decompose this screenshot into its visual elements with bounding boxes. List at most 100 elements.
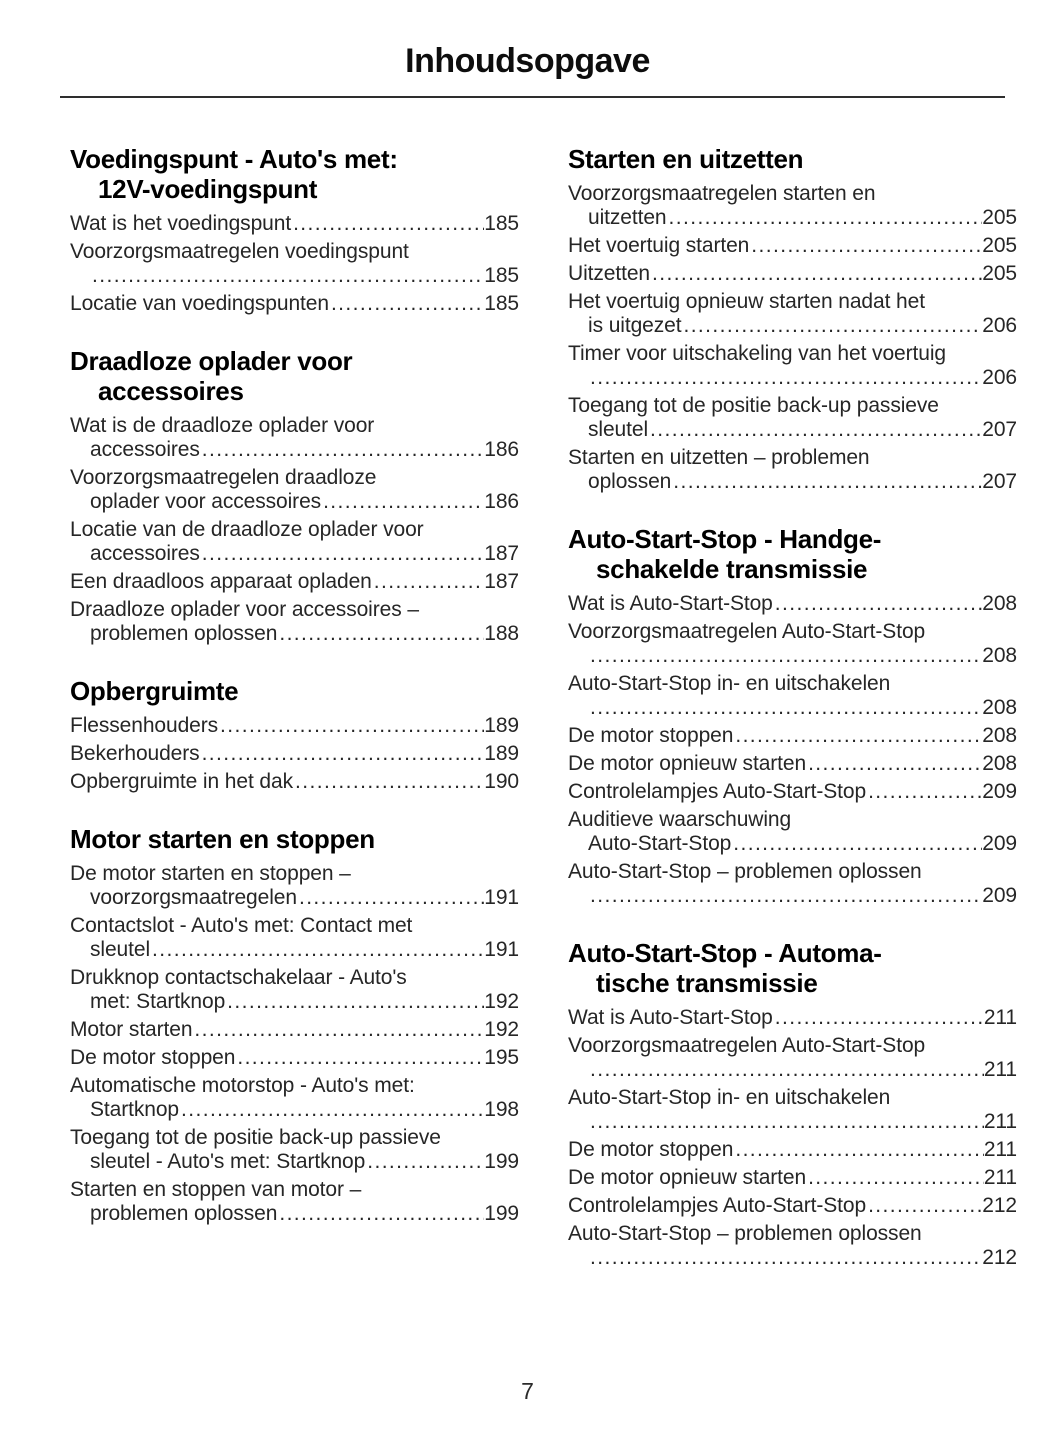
toc-entry[interactable]: Voorzorgsmaatregelen Auto-Start-Stop 208 xyxy=(568,620,1017,668)
toc-entry[interactable]: Het voertuig starten 205 xyxy=(568,234,1017,258)
toc-entry-leader-line: oplossen 207 xyxy=(568,470,1017,494)
toc-section: Opbergruimte Flessenhouders189 Bekerhouder… xyxy=(70,676,519,794)
toc-entry-leader-line: 212 xyxy=(568,1246,1017,1270)
toc-entry[interactable]: Locatie van de draadloze oplader voor acc… xyxy=(70,518,519,566)
toc-entry[interactable]: Voorzorgsmaatregelen voedingspunt 185 xyxy=(70,240,519,288)
toc-entry-title: De motor opnieuw starten xyxy=(568,1166,807,1189)
section-heading-line: Auto-Start-Stop - Handge- xyxy=(568,524,882,554)
toc-entry-page-number: 188 xyxy=(484,622,519,645)
toc-entry-title: problemen oplossen xyxy=(90,622,278,645)
dot-leader xyxy=(181,1098,484,1122)
toc-entry-leader-line: Flessenhouders 189 xyxy=(70,714,519,738)
toc-entry-title: Controlelampjes Auto-Start-Stop xyxy=(568,1194,867,1217)
dot-leader xyxy=(683,314,982,338)
toc-entry-page-number: 191 xyxy=(484,886,519,909)
toc-entry[interactable]: Starten en uitzetten – problemen oplossen… xyxy=(568,446,1017,494)
toc-entry-page-number: 199 xyxy=(484,1150,519,1173)
toc-entry-page-number: 211 xyxy=(983,1166,1017,1189)
toc-entry[interactable]: Voorzorgsmaatregelen draadloze oplader vo… xyxy=(70,466,519,514)
toc-entry[interactable]: Locatie van voedingspunten 185 xyxy=(70,292,519,316)
toc-entry[interactable]: Wat is het voedingspunt 185 xyxy=(70,212,519,236)
toc-entry[interactable]: Opbergruimte in het dak 190 xyxy=(70,770,519,794)
toc-entry-page-number: 187 xyxy=(484,570,519,593)
toc-entry-page-number: 185 xyxy=(484,264,519,287)
toc-entry[interactable]: Controlelampjes Auto-Start-Stop 209 xyxy=(568,780,1017,804)
toc-entry[interactable]: Motor starten 192 xyxy=(70,1018,519,1042)
toc-entry-page-number: 209 xyxy=(982,884,1017,907)
toc-column-left: Voedingspunt - Auto's met: 12V-voedingspu… xyxy=(70,144,519,1274)
section-heading: Motor starten en stoppen xyxy=(70,824,519,854)
toc-entry-page-number: 206 xyxy=(982,314,1017,337)
toc-entry[interactable]: De motor stoppen 195 xyxy=(70,1046,519,1070)
toc-entry[interactable]: De motor stoppen 211 xyxy=(568,1138,1017,1162)
toc-entry[interactable]: De motor opnieuw starten 208 xyxy=(568,752,1017,776)
toc-entry-text-line: Wat is de draadloze oplader voor xyxy=(70,414,375,437)
toc-entry-leader-line: problemen oplossen 188 xyxy=(70,622,519,646)
toc-entry[interactable]: Timer voor uitschakeling van het voertui… xyxy=(568,342,1017,390)
toc-entry[interactable]: Uitzetten 205 xyxy=(568,262,1017,286)
toc-entry[interactable]: Voorzorgsmaatregelen Auto-Start-Stop 211 xyxy=(568,1034,1017,1082)
toc-entry[interactable]: Draadloze oplader voor accessoires – prob… xyxy=(70,598,519,646)
toc-entry-text-line: Voorzorgsmaatregelen voedingspunt xyxy=(70,240,409,263)
toc-entry-page-number: 198 xyxy=(484,1098,519,1121)
toc-entry-page-number: 192 xyxy=(484,1018,519,1041)
toc-entry-page-number: 192 xyxy=(484,990,519,1013)
toc-entry-title: Uitzetten xyxy=(568,262,650,285)
toc-entry-page-number: 199 xyxy=(484,1202,519,1225)
toc-entry-page-number: 208 xyxy=(982,696,1017,719)
dot-leader xyxy=(868,780,982,804)
dot-leader xyxy=(374,570,485,594)
toc-entry[interactable]: Automatische motorstop - Auto's met: Star… xyxy=(70,1074,519,1122)
toc-entry-title: Flessenhouders xyxy=(70,714,219,737)
toc-entry[interactable]: Controlelampjes Auto-Start-Stop 212 xyxy=(568,1194,1017,1218)
toc-entry[interactable]: Contactslot - Auto's met: Contact met sle… xyxy=(70,914,519,962)
toc-entry[interactable]: De motor stoppen 208 xyxy=(568,724,1017,748)
toc-entry-title: De motor opnieuw starten xyxy=(568,752,807,775)
toc-entry-text-line: De motor starten en stoppen – xyxy=(70,862,351,885)
section-heading-line: 12V-voedingspunt xyxy=(98,174,318,204)
toc-entry[interactable]: De motor starten en stoppen – voorzorgsma… xyxy=(70,862,519,910)
toc-entry-text-line: Voorzorgsmaatregelen Auto-Start-Stop xyxy=(568,620,926,643)
toc-entry[interactable]: Wat is Auto-Start-Stop 208 xyxy=(568,592,1017,616)
toc-entry[interactable]: Het voertuig opnieuw starten nadat het is… xyxy=(568,290,1017,338)
toc-entry-title: Wat is het voedingspunt xyxy=(70,212,292,235)
toc-entry[interactable]: Drukknop contactschakelaar - Auto's met: … xyxy=(70,966,519,1014)
section-heading-line: schakelde transmissie xyxy=(596,554,868,584)
toc-entry-title: Startknop xyxy=(90,1098,179,1121)
dot-leader xyxy=(152,938,484,962)
toc-entry[interactable]: Starten en stoppen van motor – problemen … xyxy=(70,1178,519,1226)
toc-entry[interactable]: Auto-Start-Stop – problemen oplossen 209 xyxy=(568,860,1017,908)
toc-entry[interactable]: Toegang tot de positie back-up passieve s… xyxy=(70,1126,519,1174)
dot-leader xyxy=(202,542,484,566)
toc-entry-leader-line: Het voertuig starten 205 xyxy=(568,234,1017,258)
dot-leader xyxy=(92,264,484,288)
toc-entry-title: uitzetten xyxy=(588,206,667,229)
toc-entry[interactable]: Auto-Start-Stop in- en uitschakelen 208 xyxy=(568,672,1017,720)
toc-entry[interactable]: De motor opnieuw starten 211 xyxy=(568,1166,1017,1190)
toc-column-right: Starten en uitzetten Voorzorgsmaatregelen… xyxy=(568,144,1017,1274)
toc-entry-text-line: Voorzorgsmaatregelen draadloze xyxy=(70,466,377,489)
toc-entry[interactable]: Een draadloos apparaat opladen 187 xyxy=(70,570,519,594)
toc-entry-page-number: 207 xyxy=(982,470,1017,493)
toc-entry-text-line: Contactslot - Auto's met: Contact met xyxy=(70,914,413,937)
toc-entry[interactable]: Wat is Auto-Start-Stop 211 xyxy=(568,1006,1017,1030)
toc-entry-page-number: 191 xyxy=(484,938,519,961)
toc-entry[interactable]: Voorzorgsmaatregelen starten en uitzetten… xyxy=(568,182,1017,230)
toc-entry[interactable]: Auto-Start-Stop in- en uitschakelen 211 xyxy=(568,1086,1017,1134)
toc-entry-leader-line: Uitzetten 205 xyxy=(568,262,1017,286)
dot-leader xyxy=(590,696,982,720)
toc-entry-page-number: 208 xyxy=(982,724,1017,747)
section-heading: Opbergruimte xyxy=(70,676,519,706)
section-heading-line: Starten en uitzetten xyxy=(568,144,804,174)
toc-entry-page-number: 186 xyxy=(484,438,519,461)
toc-entry-title: Bekerhouders xyxy=(70,742,200,765)
toc-entry[interactable]: Auto-Start-Stop – problemen oplossen 212 xyxy=(568,1222,1017,1270)
toc-entry[interactable]: Bekerhouders 189 xyxy=(70,742,519,766)
toc-entry[interactable]: Wat is de draadloze oplader voor accessoi… xyxy=(70,414,519,462)
toc-entry[interactable]: Flessenhouders 189 xyxy=(70,714,519,738)
toc-entry-title: sleutel - Auto's met: Startknop xyxy=(90,1150,366,1173)
toc-entry[interactable]: Toegang tot de positie back-up passieve s… xyxy=(568,394,1017,442)
toc-entry-text-line: Auto-Start-Stop – problemen oplossen xyxy=(568,860,922,883)
toc-entry-title: Locatie van voedingspunten xyxy=(70,292,329,315)
